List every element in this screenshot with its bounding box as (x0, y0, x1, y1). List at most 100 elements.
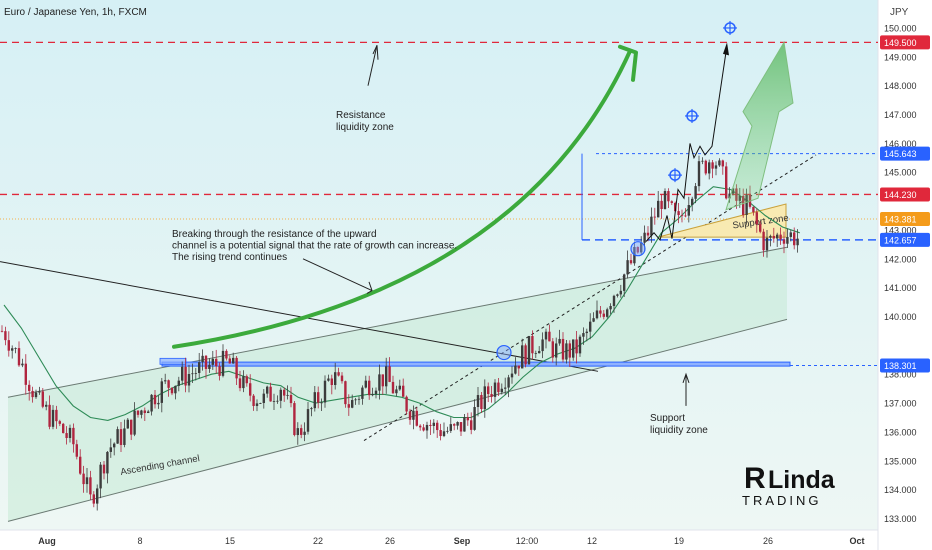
candle-body (269, 386, 272, 402)
candle-body (272, 401, 276, 402)
price-label-145-643: 145.643 (884, 149, 917, 159)
candle-body (306, 409, 310, 432)
candle-body (752, 206, 755, 213)
x-tick-label: Oct (849, 536, 864, 546)
candle-body (765, 237, 769, 251)
candle-body (728, 193, 731, 199)
candle-body (167, 380, 170, 388)
candle-body (575, 339, 578, 354)
candle-body (497, 382, 500, 393)
candle-body (31, 390, 34, 398)
support-liquidity-label: Support liquidity zone (650, 413, 708, 436)
price-label-138-301-bg (880, 358, 930, 373)
descending-trendline (0, 261, 599, 372)
candle-body (422, 427, 425, 431)
candle-body (405, 396, 408, 412)
candle-body (629, 260, 633, 264)
candle-body (123, 428, 126, 445)
candle-body (429, 424, 432, 426)
candle-body (408, 411, 412, 420)
candle-body (279, 389, 282, 401)
x-tick-label: 26 (385, 536, 395, 546)
candle-body (7, 340, 10, 351)
candle-body (51, 409, 55, 427)
candle-body (609, 305, 612, 310)
y-tick-label: 145.000 (884, 168, 917, 178)
price-axis-panel (878, 0, 932, 550)
candle-body (541, 339, 544, 352)
candle-body (385, 366, 388, 387)
candle-body (742, 195, 745, 215)
candle-body (558, 338, 561, 344)
candle-body (41, 391, 44, 407)
candle-body (68, 427, 72, 439)
candle-body (378, 374, 381, 391)
candle-body (442, 431, 446, 437)
x-tick-label: Aug (38, 536, 56, 546)
candle-body (415, 410, 418, 426)
candle-body (140, 410, 143, 415)
candle-body (446, 430, 449, 432)
candle-body (211, 358, 214, 365)
candle-body (228, 358, 231, 364)
price-label-138-301: 138.301 (884, 361, 917, 371)
projected-price-path (645, 45, 728, 242)
channel-upper-line (7, 246, 788, 398)
candle-body (170, 387, 174, 394)
candle-body (334, 372, 337, 386)
candle-body (296, 428, 299, 436)
candle-body (201, 355, 204, 363)
candle-body (395, 389, 398, 394)
candle-body (361, 387, 364, 399)
candle-body (769, 235, 772, 238)
candle-body (449, 424, 452, 431)
y-tick-label: 136.000 (884, 427, 917, 437)
candle-body (364, 380, 367, 388)
candle-body (157, 402, 160, 405)
support-zone-shape (657, 203, 787, 238)
candle-body (667, 191, 670, 202)
candle-body (544, 331, 548, 340)
candle-body (310, 408, 313, 410)
growth-curve-arrowhead (618, 44, 638, 82)
candle-body (718, 160, 721, 166)
x-tick-label: 19 (674, 536, 684, 546)
candle-body (572, 339, 575, 358)
candle-body (286, 394, 289, 396)
candle-body (585, 331, 588, 334)
candle-body (17, 348, 21, 366)
candle-body (680, 215, 684, 216)
candle-body (327, 378, 330, 381)
candle-body (204, 355, 208, 369)
candle-body (198, 362, 201, 374)
candle-body (538, 351, 541, 354)
candle-body (782, 239, 786, 244)
candle-body (786, 236, 789, 244)
candle-body (119, 429, 123, 445)
candle-body (599, 310, 602, 314)
candle-body (4, 331, 7, 341)
y-tick-label: 138.000 (884, 370, 917, 380)
candle-body (174, 385, 177, 394)
candle-body (388, 366, 391, 382)
candle-body (102, 464, 106, 474)
candle-body (626, 260, 629, 275)
candle-body (55, 409, 58, 422)
candle-body (150, 394, 153, 412)
candle-body (337, 372, 340, 376)
candlestick-series (0, 155, 799, 511)
candle-body (762, 231, 765, 251)
y-tick-label: 147.000 (884, 110, 917, 120)
price-label-144-230: 144.230 (884, 190, 917, 200)
candle-body (772, 235, 775, 239)
candle-body (99, 464, 102, 489)
candle-body (453, 424, 456, 426)
candle-body (466, 417, 469, 421)
candle-body (721, 160, 724, 167)
candle-body (650, 216, 653, 236)
candle-body (48, 404, 51, 427)
candle-body (96, 488, 99, 504)
support-liquidity-band (161, 361, 791, 367)
candle-body (300, 428, 303, 435)
